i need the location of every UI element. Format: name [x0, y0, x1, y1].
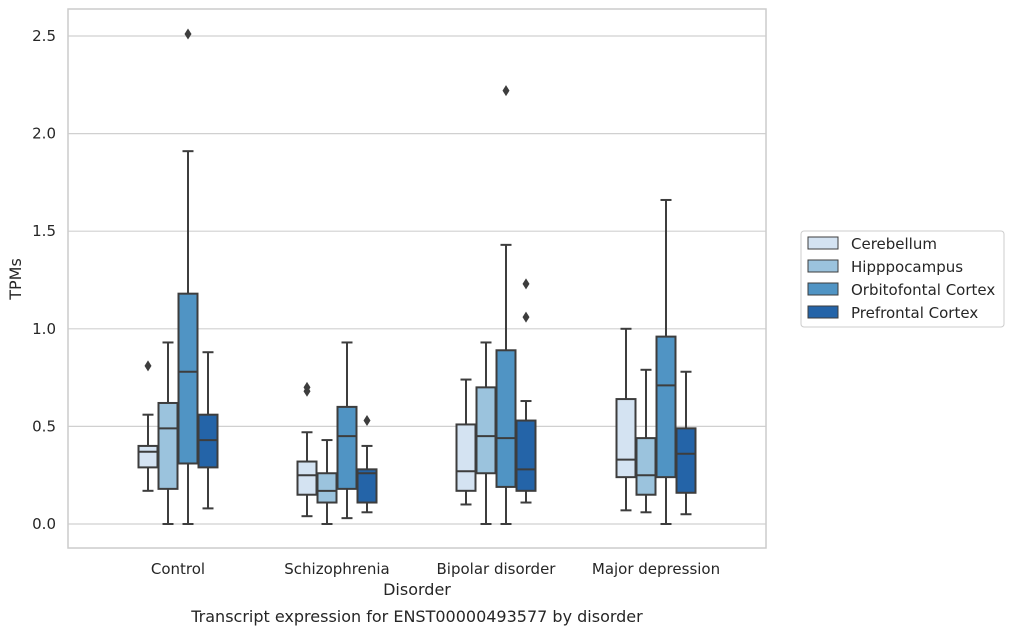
outlier-point	[303, 381, 311, 393]
y-tick-label: 0.0	[32, 515, 56, 533]
outlier-point	[522, 311, 530, 323]
x-axis-label: Disorder	[383, 580, 451, 599]
y-tick-label: 1.0	[32, 320, 56, 338]
box-iqr	[675, 427, 697, 494]
box-group	[296, 381, 318, 518]
legend-swatch	[807, 259, 839, 273]
figure-caption: Transcript expression for ENST0000049357…	[190, 607, 643, 626]
box-iqr	[475, 386, 497, 475]
box-group	[336, 341, 358, 520]
box-group	[655, 198, 677, 525]
box-iqr	[455, 423, 477, 492]
box-iqr	[137, 444, 159, 469]
legend-swatch	[807, 282, 839, 296]
box-iqr	[615, 398, 637, 479]
legend-swatch	[807, 305, 839, 319]
x-tick-label: Bipolar disorder	[437, 560, 557, 578]
box-group	[475, 341, 497, 525]
outlier-point	[144, 360, 152, 372]
outlier-point	[363, 415, 371, 427]
box-iqr	[495, 349, 517, 488]
legend-entry-label: Cerebellum	[851, 235, 937, 253]
y-tick-label: 2.5	[32, 27, 56, 45]
legend: Cerebellum Hipppocampus Orbitofontal Corte…	[800, 230, 1005, 328]
box-group	[635, 368, 657, 514]
box-iqr	[157, 401, 179, 490]
box-iqr	[316, 472, 338, 504]
legend-entry-label: Hipppocampus	[851, 258, 963, 276]
box-group	[356, 415, 378, 514]
box-iqr	[336, 405, 358, 490]
box-iqr	[635, 437, 657, 496]
y-axis-label: TPMs	[6, 258, 25, 301]
y-tick-label: 2.0	[32, 125, 56, 143]
box-group	[455, 378, 477, 506]
box-group	[197, 351, 219, 510]
box-group	[177, 28, 199, 525]
box-iqr	[356, 468, 378, 504]
box-group	[615, 327, 637, 512]
y-axis-ticks: 0.0 0.5 1.0 1.5 2.0 2.5	[32, 27, 56, 533]
x-tick-label: Control	[151, 560, 205, 578]
box-iqr	[177, 292, 199, 465]
box-group	[157, 341, 179, 525]
box-iqr	[655, 335, 677, 479]
x-axis-ticks: Control Schizophrenia Bipolar disorder Majo…	[151, 560, 720, 578]
outlier-point	[502, 85, 510, 97]
y-tick-label: 0.5	[32, 417, 56, 435]
outlier-point	[184, 28, 192, 40]
outlier-point	[522, 278, 530, 290]
box-iqr	[296, 460, 318, 496]
box-group	[515, 278, 537, 504]
x-tick-label: Schizophrenia	[284, 560, 389, 578]
boxes	[137, 28, 697, 525]
box-group	[675, 370, 697, 516]
box-group	[137, 360, 159, 492]
legend-entry-label: Prefrontal Cortex	[851, 304, 978, 322]
legend-entry-label: Orbitofontal Cortex	[851, 281, 995, 299]
legend-frame	[800, 230, 1005, 328]
x-tick-label: Major depression	[592, 560, 720, 578]
plot-area-frame	[67, 8, 767, 549]
legend-swatch	[807, 236, 839, 250]
box-group	[495, 85, 517, 525]
box-group	[316, 439, 338, 525]
box-iqr	[515, 419, 537, 492]
y-tick-label: 1.5	[32, 222, 56, 240]
